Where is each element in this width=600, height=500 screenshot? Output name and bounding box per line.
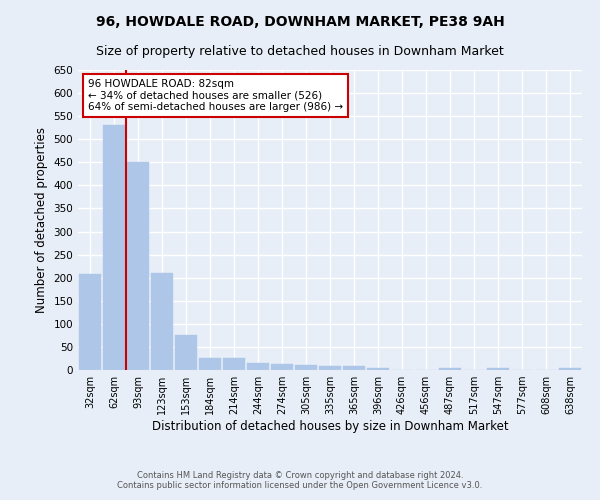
Text: 96, HOWDALE ROAD, DOWNHAM MARKET, PE38 9AH: 96, HOWDALE ROAD, DOWNHAM MARKET, PE38 9… xyxy=(95,15,505,29)
X-axis label: Distribution of detached houses by size in Downham Market: Distribution of detached houses by size … xyxy=(152,420,508,433)
Text: 96 HOWDALE ROAD: 82sqm
← 34% of detached houses are smaller (526)
64% of semi-de: 96 HOWDALE ROAD: 82sqm ← 34% of detached… xyxy=(88,79,343,112)
Bar xyxy=(175,336,197,370)
Bar xyxy=(199,358,221,370)
Bar xyxy=(247,363,269,370)
Bar xyxy=(151,273,173,370)
Bar xyxy=(319,366,341,370)
Bar xyxy=(295,366,317,370)
Bar xyxy=(79,274,101,370)
Bar xyxy=(439,368,461,370)
Y-axis label: Number of detached properties: Number of detached properties xyxy=(35,127,48,313)
Bar xyxy=(559,368,581,370)
Bar xyxy=(343,366,365,370)
Bar xyxy=(223,358,245,370)
Bar xyxy=(127,162,149,370)
Bar xyxy=(271,364,293,370)
Text: Contains HM Land Registry data © Crown copyright and database right 2024.
Contai: Contains HM Land Registry data © Crown c… xyxy=(118,470,482,490)
Bar xyxy=(487,368,509,370)
Bar xyxy=(103,126,125,370)
Bar xyxy=(367,368,389,370)
Text: Size of property relative to detached houses in Downham Market: Size of property relative to detached ho… xyxy=(96,45,504,58)
